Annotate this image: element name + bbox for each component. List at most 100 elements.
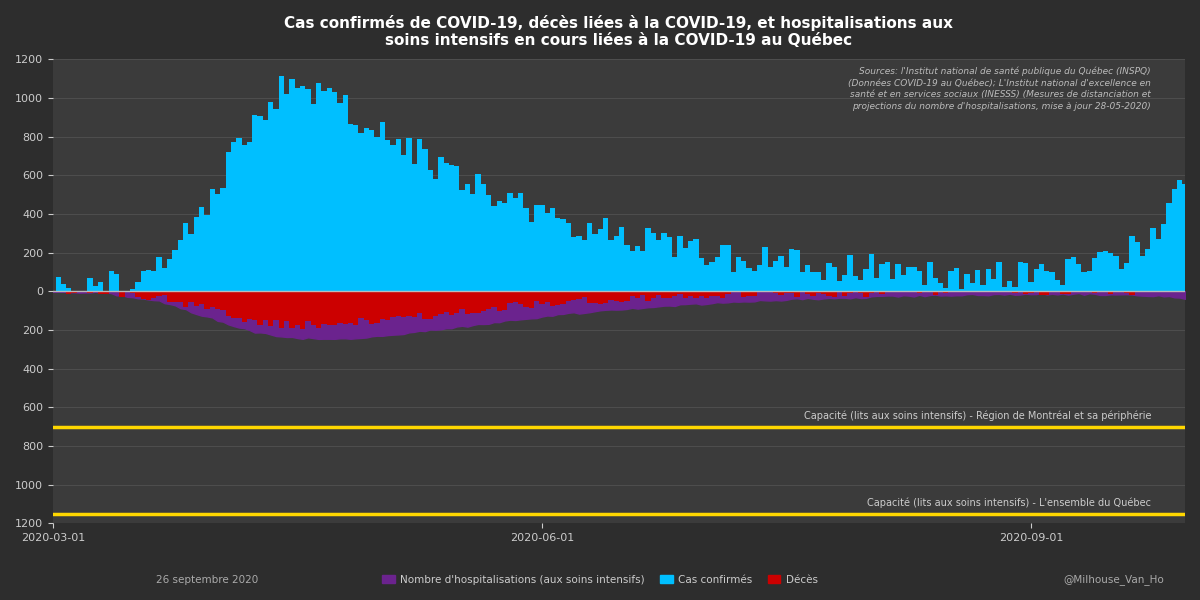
Bar [353, 291, 359, 325]
Bar [656, 291, 661, 295]
Bar [959, 289, 965, 291]
Bar [752, 291, 757, 296]
Bar [370, 291, 374, 324]
Bar [624, 245, 630, 291]
Bar [305, 291, 311, 321]
Bar [199, 291, 204, 304]
Bar [438, 157, 444, 291]
Bar [677, 291, 683, 293]
Bar [140, 291, 146, 299]
Bar [742, 261, 746, 291]
Bar [1018, 262, 1022, 291]
Bar [204, 215, 210, 291]
Bar [188, 233, 193, 291]
Bar [1055, 280, 1060, 291]
Bar [390, 291, 396, 317]
Bar [512, 198, 518, 291]
Bar [491, 291, 497, 307]
Bar [252, 115, 258, 291]
Bar [794, 250, 799, 291]
Bar [847, 291, 853, 293]
Bar [550, 208, 556, 291]
Bar [565, 223, 571, 291]
Text: Capacité (lits aux soins intensifs) - L'ensemble du Québec: Capacité (lits aux soins intensifs) - L'… [868, 497, 1151, 508]
Bar [385, 291, 390, 320]
Bar [119, 291, 125, 296]
Bar [103, 291, 109, 293]
Bar [1140, 256, 1145, 291]
Bar [295, 291, 300, 325]
Bar [582, 291, 587, 297]
Bar [460, 190, 464, 291]
Bar [842, 275, 847, 291]
Bar [640, 291, 646, 295]
Bar [332, 291, 337, 325]
Bar [1166, 203, 1171, 291]
Bar [278, 76, 284, 291]
Bar [221, 291, 226, 310]
Bar [608, 240, 613, 291]
Bar [342, 291, 348, 324]
Bar [475, 174, 481, 291]
Bar [672, 291, 677, 296]
Bar [1033, 269, 1039, 291]
Bar [799, 272, 805, 291]
Bar [880, 291, 884, 294]
Bar [215, 291, 221, 309]
Bar [178, 240, 184, 291]
Bar [805, 265, 810, 291]
Bar [374, 137, 379, 291]
Bar [379, 122, 385, 291]
Bar [704, 265, 709, 291]
Bar [258, 116, 263, 291]
Bar [799, 291, 805, 292]
Bar [464, 184, 470, 291]
Bar [976, 270, 980, 291]
Bar [1118, 269, 1124, 291]
Bar [326, 291, 332, 325]
Bar [396, 139, 401, 291]
Bar [284, 291, 289, 321]
Bar [305, 89, 311, 291]
Bar [858, 291, 864, 293]
Bar [1013, 291, 1018, 293]
Bar [125, 291, 130, 292]
Bar [528, 222, 534, 291]
Bar [880, 265, 884, 291]
Bar [731, 272, 736, 291]
Bar [61, 284, 66, 291]
Bar [407, 138, 412, 291]
Bar [416, 291, 422, 313]
Bar [943, 291, 948, 293]
Bar [556, 218, 560, 291]
Bar [1134, 242, 1140, 291]
Bar [486, 195, 491, 291]
Bar [661, 233, 667, 291]
Bar [827, 291, 832, 296]
Bar [646, 228, 650, 291]
Bar [422, 149, 427, 291]
Bar [677, 236, 683, 291]
Bar [454, 291, 460, 313]
Bar [210, 291, 215, 307]
Bar [136, 291, 140, 297]
Bar [422, 291, 427, 319]
Bar [996, 262, 1002, 291]
Bar [146, 270, 151, 291]
Bar [619, 227, 624, 291]
Bar [1092, 258, 1097, 291]
Bar [274, 109, 278, 291]
Bar [497, 291, 502, 311]
Bar [332, 92, 337, 291]
Bar [1182, 184, 1188, 291]
Bar [1007, 281, 1013, 291]
Bar [300, 291, 305, 329]
Bar [199, 207, 204, 291]
Bar [379, 291, 385, 319]
Bar [427, 291, 433, 319]
Bar [948, 271, 954, 291]
Bar [364, 128, 370, 291]
Bar [890, 278, 895, 291]
Bar [539, 205, 545, 291]
Bar [821, 280, 827, 291]
